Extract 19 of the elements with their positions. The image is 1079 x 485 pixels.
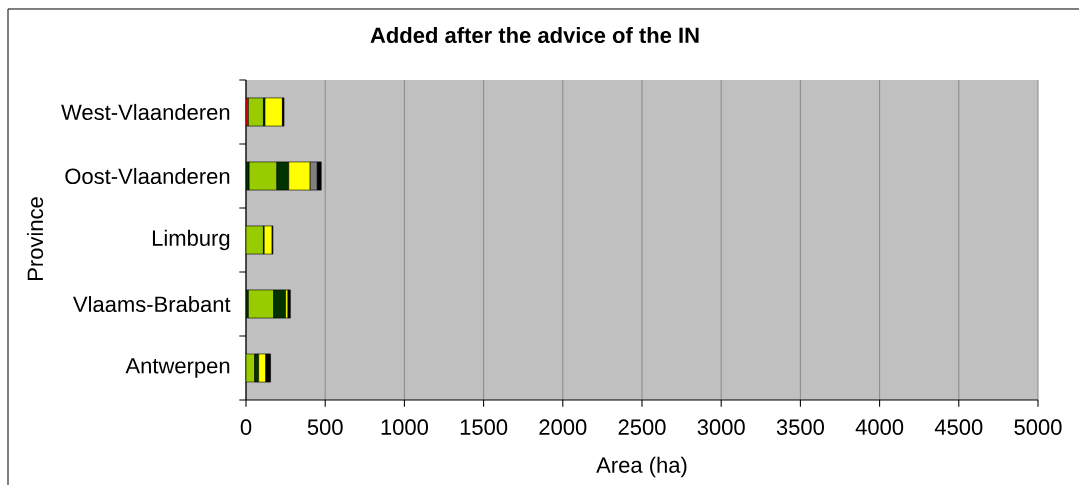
x-tick-label: 2000 [539, 419, 587, 435]
y-tick-label: West-Vlaanderen [61, 103, 230, 121]
x-tick-label: 3000 [697, 419, 745, 435]
x-tick-label: 4500 [934, 419, 983, 435]
x-axis-title: Area (ha) [596, 456, 687, 478]
x-tick-label: 5000 [1014, 419, 1062, 435]
x-tick-label: 500 [307, 419, 343, 435]
x-tick-label: 0 [240, 419, 252, 435]
x-tick-label: 4000 [855, 419, 904, 435]
x-tick-label: 1000 [381, 419, 428, 435]
chart-title: Added after the advice of the IN [370, 26, 699, 44]
y-tick-label: Oost-Vlaanderen [65, 167, 230, 185]
y-tick-label: Vlaams-Brabant [73, 295, 231, 313]
x-tick-label: 2500 [618, 419, 666, 435]
y-axis-title: Province [26, 197, 44, 280]
y-tick-label: Antwerpen [125, 358, 230, 378]
x-tick-label: 3500 [776, 419, 824, 435]
x-tick-label: 1500 [460, 419, 508, 435]
y-tick-label: Limburg [152, 229, 230, 251]
